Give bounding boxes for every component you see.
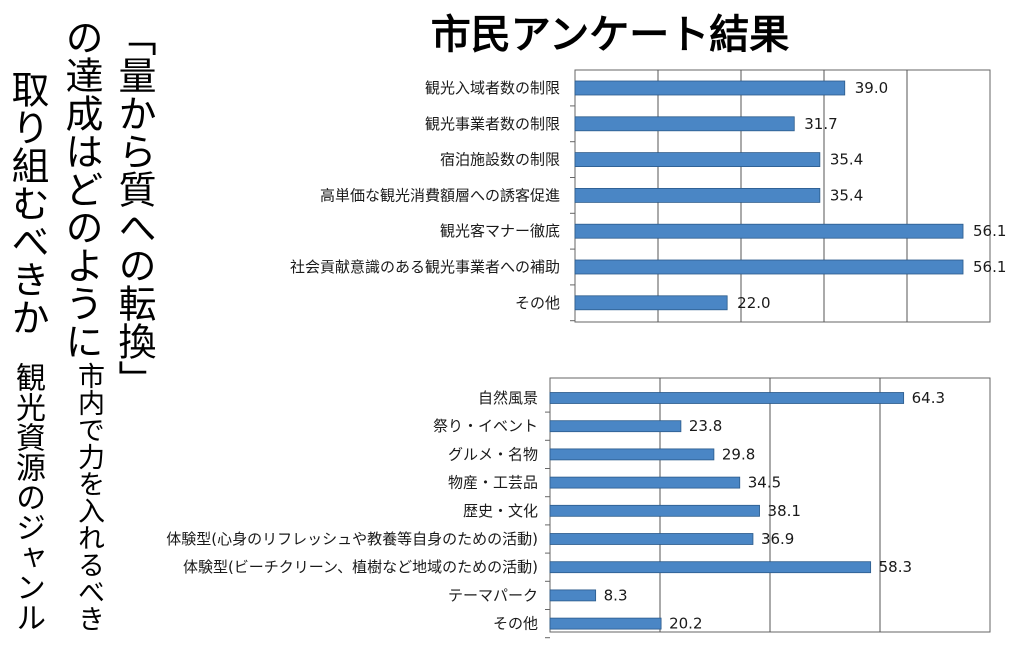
bar	[574, 295, 728, 311]
bar	[574, 80, 846, 96]
bar	[549, 420, 682, 433]
bar	[549, 476, 741, 489]
category-label: 自然風景	[478, 389, 538, 407]
category-label: 観光入域者数の制限	[425, 79, 560, 97]
bar	[574, 187, 821, 203]
question-1-line-3: 取り組むべきか	[5, 70, 49, 336]
value-label: 31.7	[804, 115, 837, 133]
chart-2: 自然風景 64.3 祭り・イベント 23.8 グルメ・名物 29.8 物産・工芸品 34.5 歴…	[166, 377, 991, 639]
bar	[549, 504, 760, 517]
bar	[574, 259, 964, 275]
value-label: 58.3	[879, 558, 912, 576]
bar	[574, 152, 821, 168]
category-label: 体験型(心身のリフレッシュや教養等自身のための活動)	[166, 530, 538, 548]
value-label: 64.3	[912, 389, 945, 407]
value-label: 23.8	[689, 417, 722, 435]
value-label: 22.0	[737, 294, 770, 312]
bar	[549, 392, 905, 404]
value-label: 56.1	[973, 222, 1006, 240]
bar	[549, 561, 872, 574]
chart-1: 観光入域者数の制限 39.0 観光事業者数の制限 31.7 宿泊施設数の制限 35.4 高単…	[290, 69, 1006, 323]
category-label: その他	[493, 615, 538, 633]
question-1-line-1: 「量から質への転換」	[112, 18, 156, 398]
value-label: 8.3	[604, 586, 628, 604]
category-label: 観光客マナー徹底	[440, 222, 560, 240]
category-label: テーマパーク	[448, 586, 538, 604]
chart-title: 市民アンケート結果	[430, 12, 790, 58]
value-label: 38.1	[768, 502, 801, 520]
category-label: 物産・工芸品	[448, 474, 538, 492]
category-label: 宿泊施設数の制限	[440, 151, 560, 169]
category-label: 歴史・文化	[463, 502, 538, 520]
bar	[574, 116, 795, 132]
bar	[549, 589, 597, 602]
value-label: 39.0	[855, 79, 888, 97]
bar	[574, 223, 964, 239]
value-label: 36.9	[761, 530, 794, 548]
question-2-line-1: 市内で力を入れるべき	[73, 362, 104, 632]
value-label: 34.5	[748, 474, 781, 492]
category-label: その他	[515, 294, 560, 312]
value-label: 35.4	[830, 186, 863, 204]
value-label: 29.8	[722, 445, 755, 463]
bar	[549, 617, 662, 630]
category-label: 高単価な観光消費額層への誘客促進	[320, 186, 560, 204]
bar	[549, 533, 754, 545]
category-label: 観光事業者数の制限	[425, 115, 560, 133]
category-label: グルメ・名物	[448, 445, 538, 463]
value-label: 20.2	[669, 615, 702, 633]
bar	[549, 448, 715, 461]
value-label: 35.4	[830, 151, 863, 169]
category-label: 社会貢献意識のある観光事業者への補助	[290, 258, 560, 276]
question-2-line-2: 観光資源のジャンル	[10, 362, 45, 632]
category-label: 体験型(ビーチクリーン、植樹など地域のための活動)	[183, 558, 538, 576]
question-1-line-2: の達成はどのように	[59, 18, 103, 360]
value-label: 56.1	[973, 258, 1006, 276]
category-label: 祭り・イベント	[433, 417, 538, 435]
